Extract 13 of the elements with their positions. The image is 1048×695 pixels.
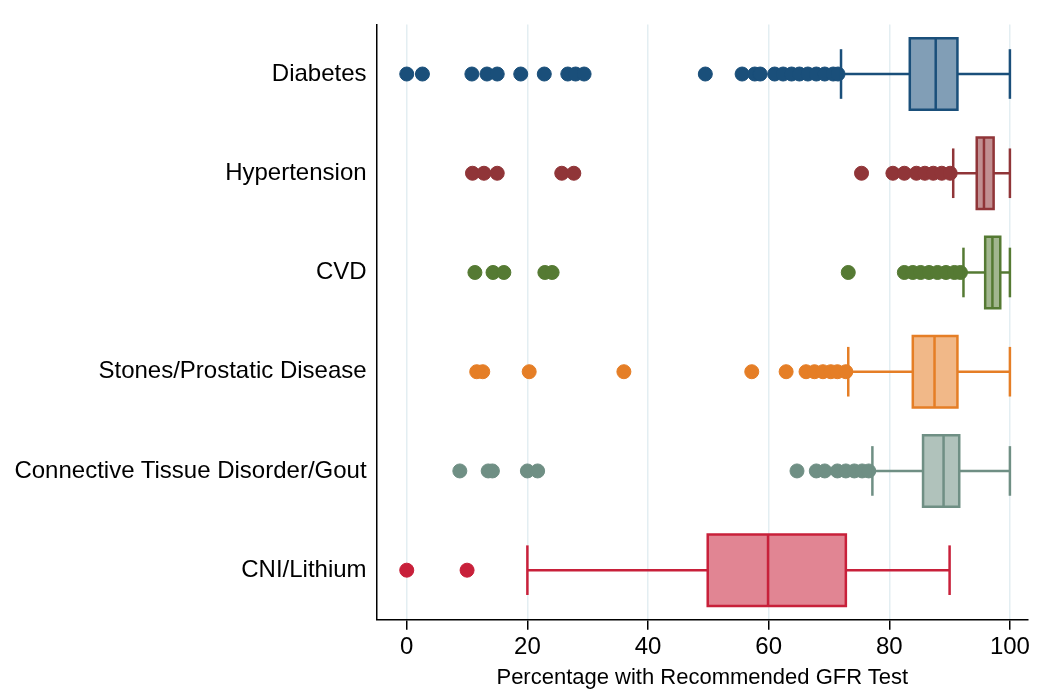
- y-tick-label: Diabetes: [271, 58, 367, 86]
- x-tick-label: 20: [514, 631, 541, 659]
- x-tick-label: 60: [755, 631, 782, 659]
- y-tick-label: CVD: [315, 257, 367, 285]
- y-tick-label: Hypertension: [225, 157, 367, 185]
- x-tick-label: 40: [634, 631, 662, 659]
- x-tick-label: 80: [875, 631, 903, 659]
- y-tick-label: Connective Tissue Disorder/Gout: [14, 455, 367, 483]
- y-tick-label: CNI/Lithium: [241, 554, 367, 582]
- x-axis-title: Percentage with Recommended GFR Test: [496, 663, 909, 689]
- x-tick-label: 100: [989, 631, 1030, 659]
- y-tick-label: Stones/Prostatic Disease: [98, 356, 367, 384]
- x-tick-label: 0: [400, 631, 414, 659]
